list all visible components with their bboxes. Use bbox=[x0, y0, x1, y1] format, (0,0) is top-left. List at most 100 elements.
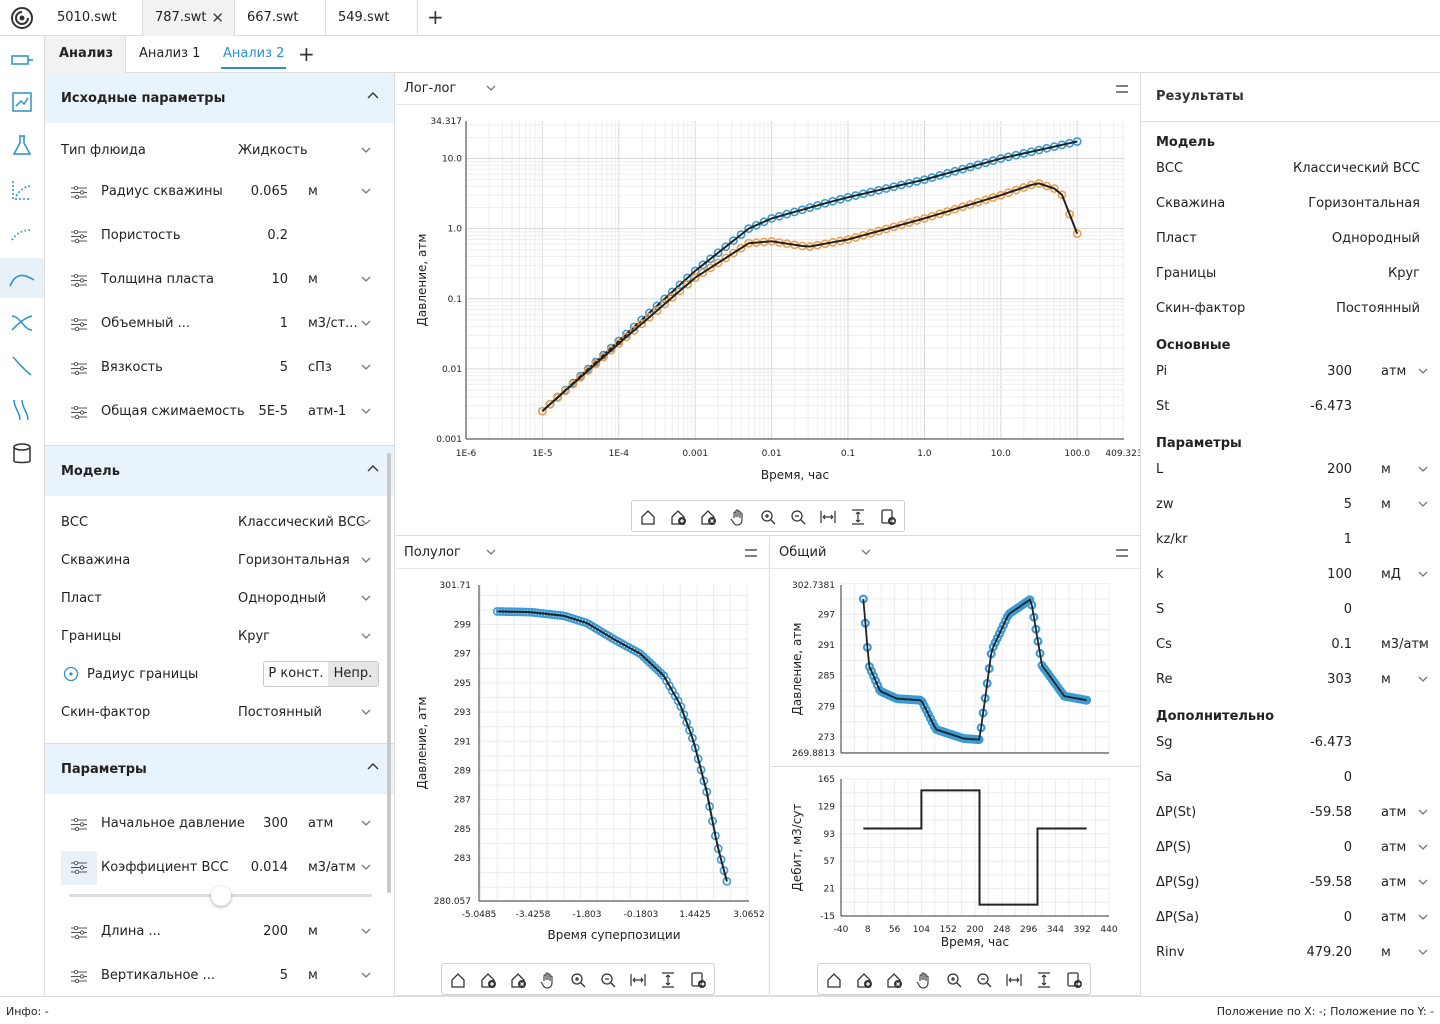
home-add-icon[interactable] bbox=[855, 971, 873, 989]
toggle-option-p-const[interactable]: P конст. bbox=[268, 666, 324, 681]
menu-icon[interactable] bbox=[1116, 84, 1128, 94]
initial-param-row[interactable]: Толщина пласта 10 м bbox=[45, 268, 394, 292]
close-icon[interactable]: ✕ bbox=[211, 9, 224, 27]
loglog-analysis-icon[interactable] bbox=[0, 258, 44, 298]
chevron-down-icon[interactable] bbox=[861, 549, 871, 556]
home-icon[interactable] bbox=[639, 508, 657, 526]
fit-horizontal-icon[interactable] bbox=[1005, 971, 1023, 989]
tab-analysis-2[interactable]: Анализ 2 bbox=[209, 36, 298, 73]
zoom-out-icon[interactable] bbox=[789, 508, 807, 526]
slider-settings-icon[interactable] bbox=[61, 851, 97, 885]
slider-settings-icon[interactable] bbox=[71, 361, 87, 376]
plot-type-select[interactable]: Общий bbox=[779, 545, 827, 560]
chevron-up-icon[interactable] bbox=[367, 464, 379, 472]
chevron-down-icon[interactable] bbox=[1418, 914, 1428, 921]
model-row[interactable]: Пласт Однородный bbox=[45, 587, 394, 611]
field-value[interactable]: 0.065 bbox=[250, 184, 288, 199]
zoom-out-icon[interactable] bbox=[599, 971, 617, 989]
file-tab-549[interactable]: 549.swt bbox=[326, 0, 418, 36]
plot-type-select[interactable]: Лог-лог bbox=[404, 81, 457, 96]
chevron-down-icon[interactable] bbox=[361, 364, 371, 371]
model-select[interactable]: Круг bbox=[238, 629, 271, 644]
field-value[interactable]: 5E-5 bbox=[258, 404, 288, 419]
home-remove-icon[interactable] bbox=[699, 508, 717, 526]
plot-type-select[interactable]: Полулог bbox=[404, 545, 461, 560]
field-value[interactable]: 10 bbox=[271, 272, 288, 287]
slider-settings-icon[interactable] bbox=[71, 185, 87, 200]
chevron-down-icon[interactable] bbox=[1418, 368, 1428, 375]
field-value[interactable]: 0.2 bbox=[267, 228, 288, 243]
fluid-type-row[interactable]: Тип флюида Жидкость bbox=[45, 139, 394, 163]
semilog-chart[interactable]: -5.0485 -3.4258 -1.803 -0.1803 1.4425 3.0652 2… bbox=[396, 570, 769, 960]
params-header[interactable]: Параметры bbox=[45, 744, 394, 794]
chevron-down-icon[interactable] bbox=[1418, 571, 1428, 578]
scatter-curve-icon[interactable] bbox=[8, 176, 36, 204]
slider-settings-icon[interactable] bbox=[71, 817, 87, 832]
model-row[interactable]: Границы Круг bbox=[45, 625, 394, 649]
scrollbar[interactable] bbox=[387, 453, 391, 893]
rate-history-chart[interactable]: -40 8 56 104 152 200 248 296 344 392 440 -15 21 57 93 1… bbox=[771, 769, 1140, 961]
model-select[interactable]: Классический ВСС bbox=[238, 515, 366, 530]
model-header[interactable]: Модель bbox=[45, 446, 394, 496]
toggle-option-nepr[interactable]: Непр. bbox=[328, 662, 378, 686]
skin-select[interactable]: Постоянный bbox=[238, 705, 322, 720]
decline-curve-icon[interactable] bbox=[8, 352, 36, 380]
loglog-chart[interactable]: 1E-6 1E-5 1E-4 0.001 0.01 0.1 1.0 10.0 100.0 409.… bbox=[396, 106, 1140, 496]
pan-hand-icon[interactable] bbox=[539, 971, 557, 989]
parameter-slider[interactable] bbox=[69, 886, 372, 906]
slider-settings-icon[interactable] bbox=[71, 405, 87, 420]
well-icon[interactable] bbox=[8, 44, 36, 72]
model-row[interactable]: ВСС Классический ВСС bbox=[45, 511, 394, 535]
slider-settings-icon[interactable] bbox=[71, 229, 87, 244]
field-value[interactable]: 300 bbox=[263, 816, 288, 831]
chevron-down-icon[interactable] bbox=[1418, 501, 1428, 508]
chevron-down-icon[interactable] bbox=[361, 864, 371, 871]
file-tab-5010[interactable]: 5010.swt bbox=[45, 0, 143, 36]
chevron-down-icon[interactable] bbox=[1418, 809, 1428, 816]
boundary-type-toggle[interactable]: P конст. Непр. bbox=[263, 661, 379, 687]
field-value[interactable]: 5 bbox=[279, 968, 288, 983]
chevron-down-icon[interactable] bbox=[361, 276, 371, 283]
fit-vertical-icon[interactable] bbox=[849, 508, 867, 526]
fit-horizontal-icon[interactable] bbox=[819, 508, 837, 526]
file-tab-667[interactable]: 667.swt bbox=[235, 0, 326, 36]
fit-horizontal-icon[interactable] bbox=[629, 971, 647, 989]
fit-vertical-icon[interactable] bbox=[1035, 971, 1053, 989]
chevron-down-icon[interactable] bbox=[361, 633, 371, 640]
initial-param-row[interactable]: Объемный ... 1 м3/ст... bbox=[45, 312, 394, 336]
initial-param-row[interactable]: Вязкость 5 сПз bbox=[45, 356, 394, 380]
dotted-curve-icon[interactable] bbox=[8, 220, 36, 248]
database-icon[interactable] bbox=[8, 440, 36, 468]
initial-params-header[interactable]: Исходные параметры bbox=[45, 73, 394, 123]
field-value[interactable]: 1 bbox=[279, 316, 288, 331]
chevron-down-icon[interactable] bbox=[361, 147, 371, 154]
chevron-down-icon[interactable] bbox=[1418, 949, 1428, 956]
zoom-in-icon[interactable] bbox=[569, 971, 587, 989]
initial-param-row[interactable]: Радиус скважины 0.065 м bbox=[45, 180, 394, 204]
field-value[interactable]: 0.014 bbox=[250, 860, 288, 875]
initial-param-row[interactable]: Общая сжимаемость 5E-5 атм-1 bbox=[45, 400, 394, 424]
export-icon[interactable] bbox=[689, 971, 707, 989]
tab-analysis-1[interactable]: Анализ 1 bbox=[139, 46, 201, 61]
param-row[interactable]: Коэффициент ВСС 0.014 м3/атм bbox=[45, 851, 394, 885]
slider-settings-icon[interactable] bbox=[71, 273, 87, 288]
pan-hand-icon[interactable] bbox=[915, 971, 933, 989]
file-tab-787[interactable]: 787.swt ✕ bbox=[143, 0, 235, 36]
chevron-down-icon[interactable] bbox=[1418, 466, 1428, 473]
menu-icon[interactable] bbox=[745, 548, 757, 558]
chevron-up-icon[interactable] bbox=[367, 91, 379, 99]
home-remove-icon[interactable] bbox=[509, 971, 527, 989]
field-value[interactable]: 200 bbox=[263, 924, 288, 939]
initial-param-row[interactable]: Пористость 0.2 bbox=[45, 224, 394, 248]
chevron-down-icon[interactable] bbox=[361, 188, 371, 195]
fit-vertical-icon[interactable] bbox=[659, 971, 677, 989]
crossing-curves-icon[interactable] bbox=[8, 308, 36, 336]
add-file-tab-button[interactable]: + bbox=[427, 5, 444, 29]
export-icon[interactable] bbox=[1065, 971, 1083, 989]
chevron-down-icon[interactable] bbox=[1418, 879, 1428, 886]
chevron-down-icon[interactable] bbox=[1418, 844, 1428, 851]
param-row[interactable]: Начальное давление 300 атм bbox=[45, 812, 394, 836]
add-analysis-tab-button[interactable]: + bbox=[298, 42, 315, 66]
tab-analysis[interactable]: Анализ bbox=[45, 36, 126, 73]
home-remove-icon[interactable] bbox=[885, 971, 903, 989]
